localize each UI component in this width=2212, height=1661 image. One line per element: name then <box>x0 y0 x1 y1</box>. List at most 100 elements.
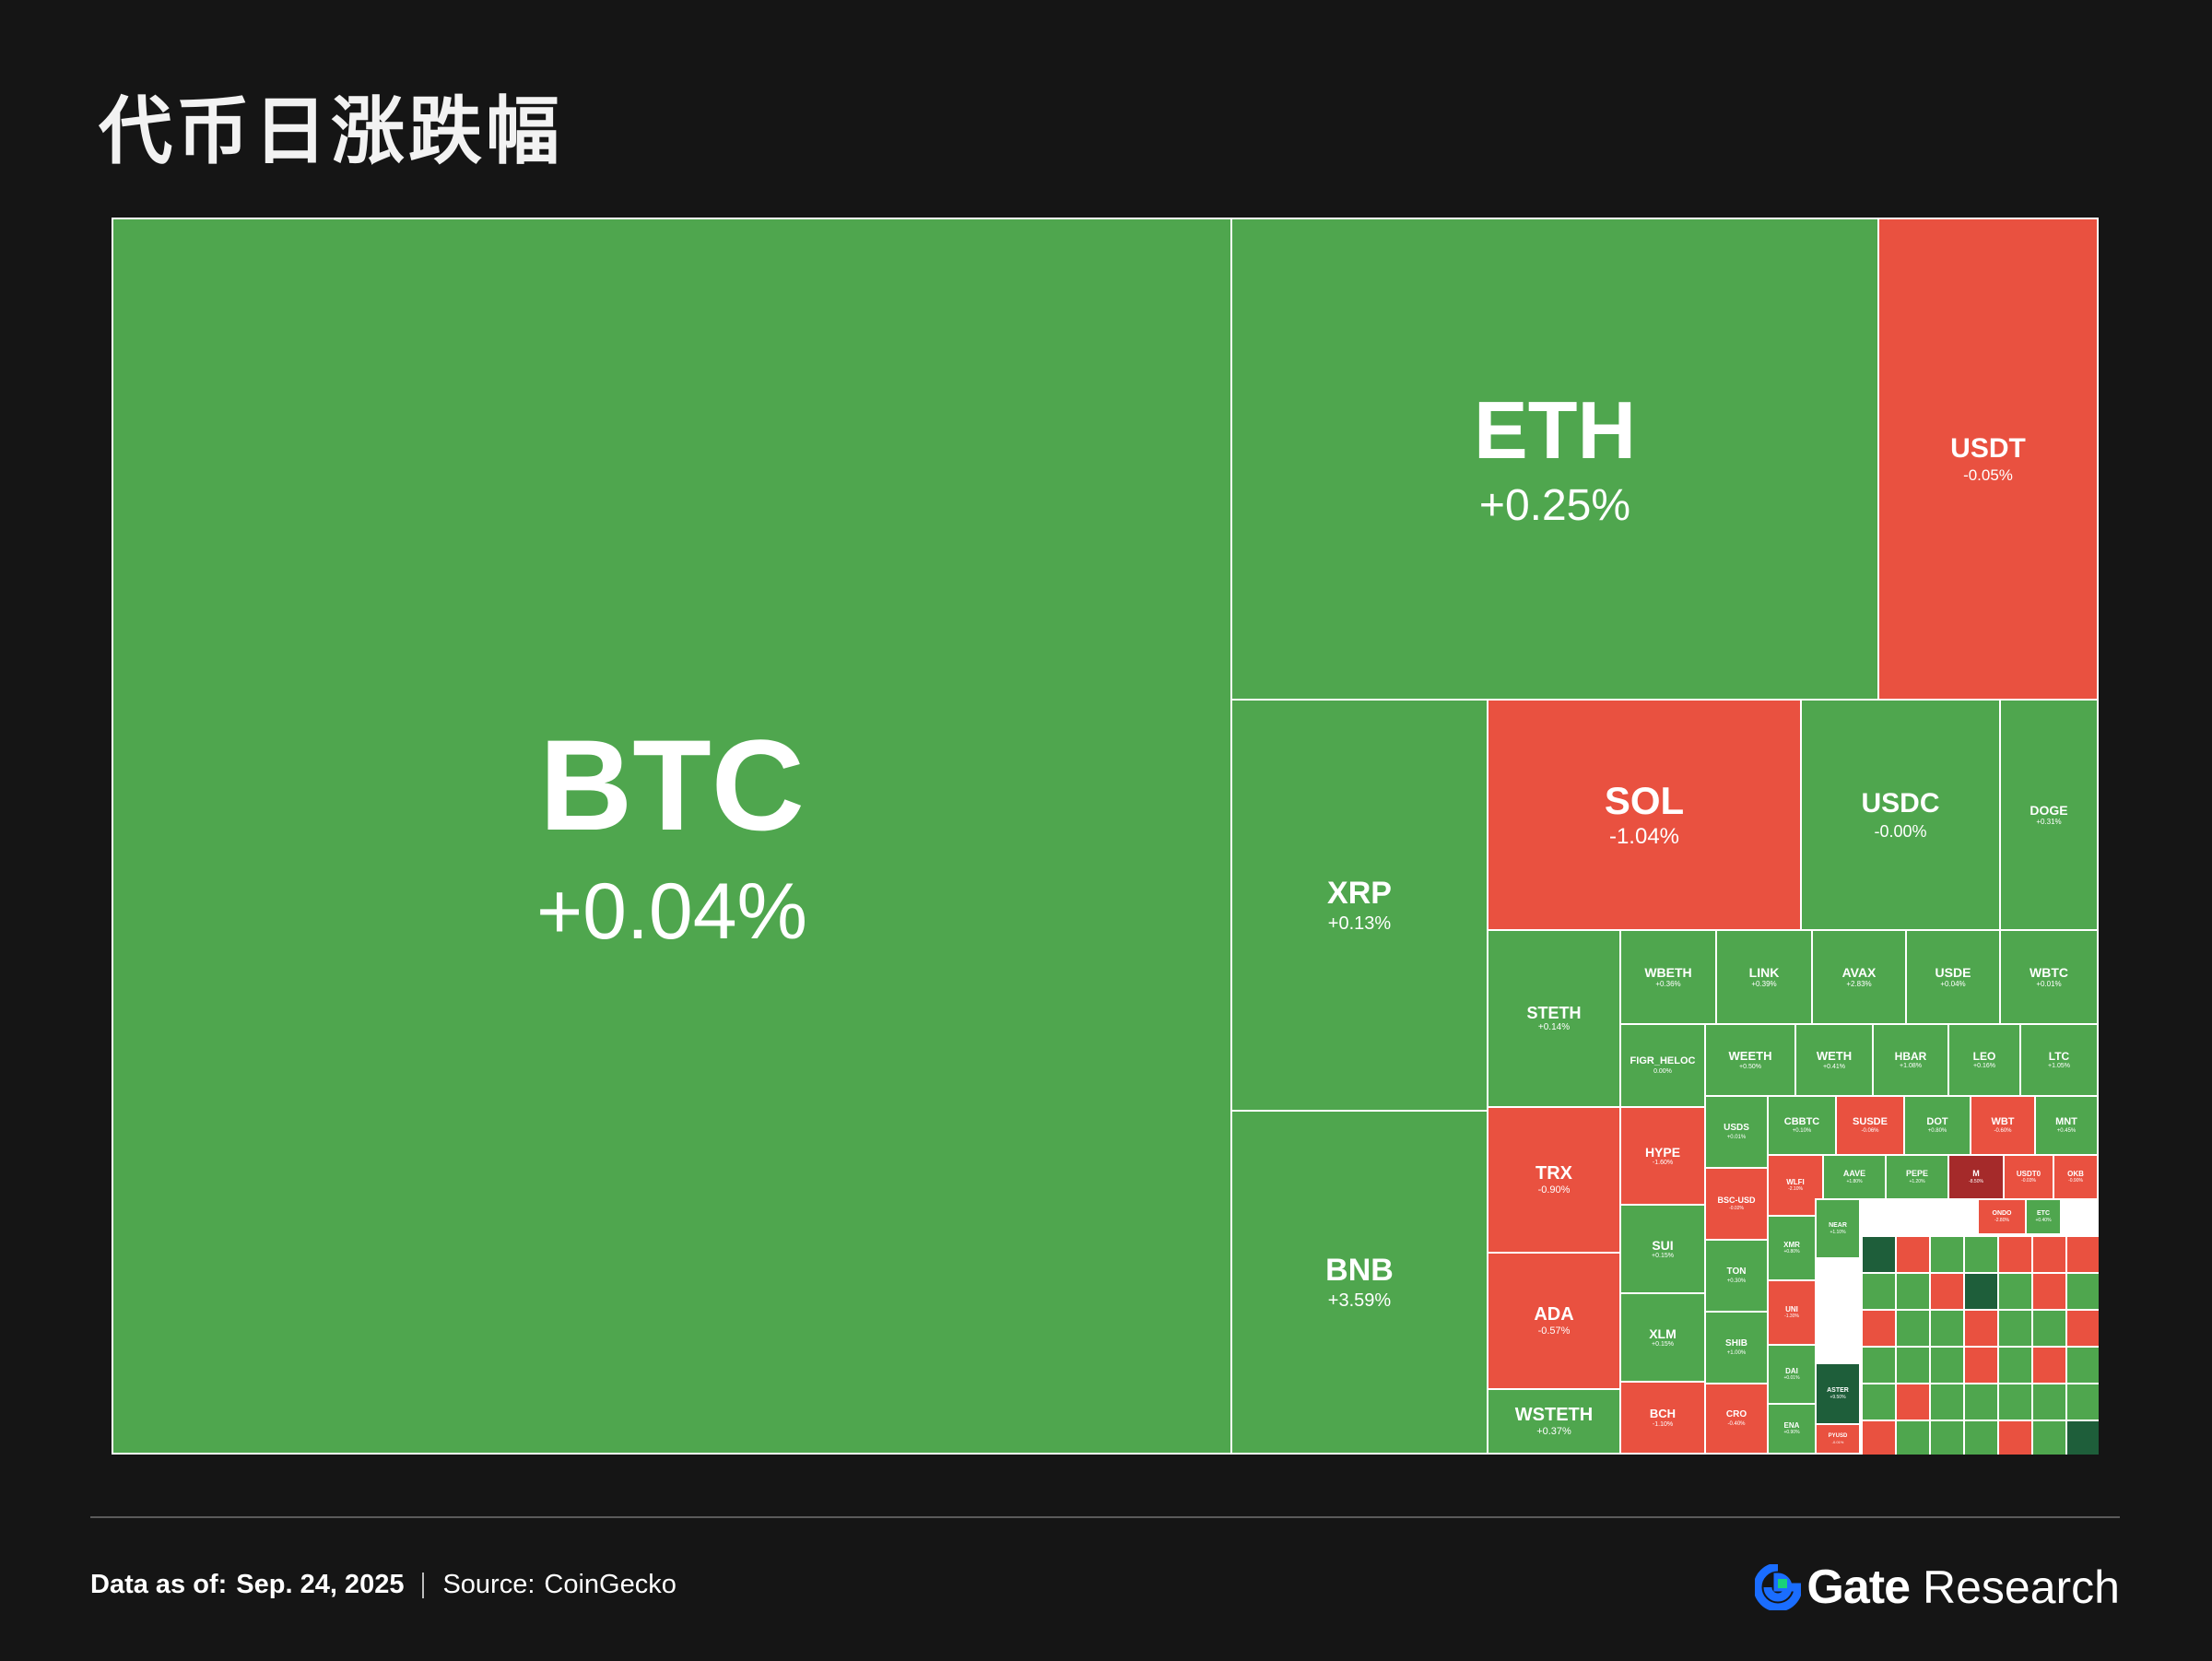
tile-symbol: USDS <box>1724 1123 1749 1134</box>
tile-change: +0.37% <box>1536 1426 1571 1438</box>
tile-change: +0.36% <box>1655 980 1681 989</box>
tile-change: -0.06% <box>1861 1128 1879 1135</box>
treemap-tile-xmr: XMR +0.80% <box>1767 1215 1817 1281</box>
treemap-tile-wbeth: WBETH +0.36% <box>1619 929 1717 1025</box>
tile-change: +1.05% <box>2048 1063 2070 1070</box>
treemap-tile-ondo: ONDO -2.80% <box>1977 1198 2027 1235</box>
tile-symbol: MNT <box>2055 1115 2077 1127</box>
tile-symbol: LINK <box>1748 964 1780 980</box>
tile-symbol: WEETH <box>1728 1049 1772 1064</box>
treemap-tile-usdc: USDC -0.00% <box>1800 699 2001 931</box>
tile-change: +1.00% <box>1726 1349 1747 1356</box>
tile-symbol: WBTC <box>2030 964 2068 980</box>
tile-change: +0.04% <box>535 867 808 957</box>
tile-change: -0.03% <box>2021 1178 2036 1184</box>
treemap-tile-small <box>2065 1272 2099 1311</box>
treemap-tile-small <box>1997 1272 2033 1311</box>
tile-symbol: ASTER <box>1827 1387 1849 1395</box>
tile-symbol: WBETH <box>1644 964 1692 980</box>
treemap-tile-small <box>2065 1383 2099 1421</box>
treemap-tile-small <box>1997 1309 2033 1348</box>
tile-change: +0.41% <box>1823 1063 1845 1070</box>
tile-change: +0.45% <box>2056 1128 2077 1135</box>
treemap-tile-steth: STETH +0.14% <box>1487 929 1621 1108</box>
treemap-tile-small <box>2031 1420 2067 1455</box>
tile-symbol: CRO <box>1725 1409 1747 1420</box>
tile-change: 0.00% <box>1653 1067 1672 1075</box>
treemap-tile-cro: CRO -0.40% <box>1704 1383 1769 1455</box>
treemap-tile-sui: SUI +0.15% <box>1619 1204 1706 1294</box>
treemap-tile-wsteth: WSTETH +0.37% <box>1487 1388 1621 1455</box>
treemap-tile-small <box>2065 1346 2099 1384</box>
crypto-treemap: BTC +0.04% ETH +0.25% USDT -0.05% XRP +0.13% BNB… <box>112 218 2099 1455</box>
treemap-tile-small <box>1929 1309 1965 1348</box>
tile-symbol: M <box>1972 1169 1980 1179</box>
treemap-tile-small <box>1861 1309 1897 1348</box>
treemap-tile-small <box>2031 1383 2067 1421</box>
tile-symbol: UNI <box>1785 1304 1798 1313</box>
tile-symbol: SHIB <box>1725 1338 1747 1349</box>
source-label: Source: <box>442 1570 535 1599</box>
brand-logo: Gate Research <box>1755 1560 2120 1615</box>
footer-separator <box>422 1572 425 1598</box>
tile-change: -0.02% <box>1729 1205 1744 1211</box>
tile-symbol: AAVE <box>1842 1169 1866 1179</box>
treemap-tile-small <box>2065 1235 2099 1274</box>
treemap-tile-small <box>1963 1309 1999 1348</box>
treemap-tile-avax: AVAX +2.83% <box>1811 929 1907 1025</box>
tile-change: +0.50% <box>1739 1063 1761 1070</box>
treemap-tile-small <box>1895 1420 1931 1455</box>
tile-change: +0.16% <box>1973 1063 1995 1070</box>
treemap-tile-small <box>1963 1346 1999 1384</box>
treemap-tile-dot: DOT +0.80% <box>1903 1095 1971 1156</box>
treemap-tile-small <box>1929 1346 1965 1384</box>
treemap-tile-hbar: HBAR +1.08% <box>1872 1023 1949 1097</box>
tile-symbol: USDE <box>1935 964 1971 980</box>
treemap-tile-small <box>2031 1309 2067 1348</box>
tile-change: +1.20% <box>1909 1178 1925 1184</box>
tile-change: -0.57% <box>1537 1325 1571 1337</box>
tile-change: -1.60% <box>1652 1160 1674 1167</box>
tile-change: +1.08% <box>1900 1063 1922 1070</box>
tile-change: +1.10% <box>1830 1229 1846 1235</box>
tile-symbol: USDT <box>1950 433 2026 465</box>
tile-change: +0.39% <box>1751 980 1777 989</box>
tile-change: -1.10% <box>1652 1420 1674 1428</box>
treemap-tile-wbt: WBT -0.60% <box>1970 1095 2036 1156</box>
tile-symbol: LTC <box>2048 1049 2070 1063</box>
tile-symbol: LEO <box>1972 1049 1996 1063</box>
tile-change: +0.40% <box>2035 1217 2052 1223</box>
tile-change: -2.10% <box>1788 1186 1803 1193</box>
tile-symbol: WBT <box>1991 1115 2015 1127</box>
tile-change: +0.80% <box>1927 1128 1947 1135</box>
treemap-tile-m: M -8.50% <box>1947 1154 2005 1200</box>
treemap-tile-hype: HYPE -1.60% <box>1619 1106 1706 1206</box>
treemap-tile-near: NEAR +1.10% <box>1815 1198 1861 1259</box>
treemap-tile-mnt: MNT +0.45% <box>2034 1095 2099 1156</box>
treemap-tile-aave: AAVE +1.80% <box>1822 1154 1887 1200</box>
treemap-tile-weeth: WEETH +0.50% <box>1704 1023 1796 1097</box>
tile-symbol: XMR <box>1783 1240 1800 1249</box>
treemap-tile-uni: UNI -1.30% <box>1767 1279 1817 1346</box>
treemap-tile-cbbtc: CBBTC +0.10% <box>1767 1095 1837 1156</box>
tile-change: -0.01% <box>1831 1439 1844 1444</box>
treemap-tile-bnb: BNB +3.59% <box>1230 1110 1488 1455</box>
treemap-tile-small <box>1963 1420 1999 1455</box>
treemap-tile-small <box>1929 1235 1965 1274</box>
treemap-tile-susde: SUSDE -0.06% <box>1835 1095 1905 1156</box>
tile-change: -0.00% <box>1874 821 1927 841</box>
treemap-tile-small <box>1861 1235 1897 1274</box>
treemap-tile-pepe: PEPE +1.20% <box>1885 1154 1949 1200</box>
treemap-tile-xlm: XLM +0.15% <box>1619 1292 1706 1383</box>
treemap-tile-dai: DAI +0.01% <box>1767 1344 1817 1405</box>
treemap-tile-doge: DOGE +0.31% <box>1999 699 2099 931</box>
tile-symbol: ETH <box>1474 384 1636 477</box>
tile-symbol: BTC <box>539 712 805 857</box>
treemap-tile-figr-heloc: FIGR_HELOC 0.00% <box>1619 1023 1706 1108</box>
tile-symbol: FIGR_HELOC <box>1630 1055 1696 1067</box>
tile-symbol: BNB <box>1325 1253 1394 1289</box>
tile-change: +3.59% <box>1327 1290 1392 1311</box>
tile-change: +0.01% <box>1726 1134 1747 1140</box>
tile-symbol: DOT <box>1926 1115 1948 1127</box>
treemap-tile-sol: SOL -1.04% <box>1487 699 1802 931</box>
